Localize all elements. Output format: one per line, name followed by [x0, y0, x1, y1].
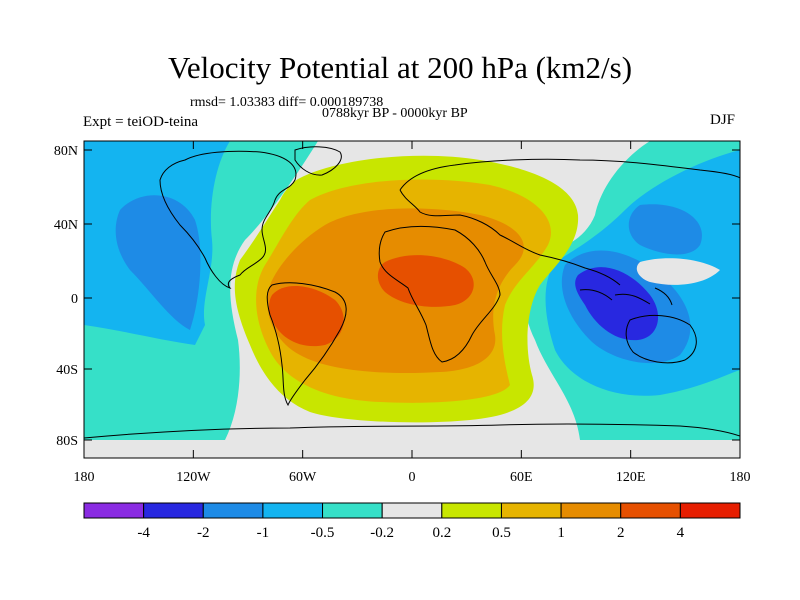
lat-tick-label: 0	[71, 292, 78, 307]
colorbar-swatch	[143, 502, 204, 519]
season-label: DJF	[710, 112, 736, 128]
coast-africa	[378, 225, 501, 363]
indopacific-negative-core	[575, 267, 659, 341]
colorbar-label: 0.5	[492, 525, 511, 541]
coast-australia	[625, 315, 697, 364]
north-pacific-neutral-patch	[636, 258, 720, 285]
colorbar-swatch	[262, 502, 324, 519]
period-line: 0788kyr BP - 0000kyr BP	[322, 106, 468, 121]
coast-north-america	[159, 150, 297, 289]
positive-core-west	[269, 285, 344, 347]
colorbar-swatch	[620, 502, 681, 519]
colorbar-swatch	[500, 502, 562, 519]
colorbar-label: -0.5	[311, 525, 335, 541]
colorbar-label: 0.2	[432, 525, 451, 541]
colorbar-label: -2	[197, 525, 210, 541]
colorbar-swatch	[560, 502, 622, 519]
colorbar-label: -4	[137, 525, 150, 541]
experiment-label: Expt = teiOD-teina	[83, 114, 199, 130]
pacific-negative-inner	[115, 195, 201, 330]
colorbar-swatch	[679, 502, 741, 519]
lat-axis: 80N 40N 0 40S 80S	[54, 144, 740, 449]
colorbar-swatch	[322, 502, 383, 519]
coast-maritime-continent	[579, 287, 673, 306]
colorbar-swatch	[381, 502, 443, 519]
lon-tick-label: 120E	[616, 470, 646, 485]
colorbar-label: 1	[557, 525, 565, 541]
lat-tick-label: 40N	[54, 218, 78, 233]
colorbar-label: -0.2	[370, 525, 394, 541]
lon-tick-label: 0	[409, 470, 416, 485]
colorbar-label: 4	[677, 525, 685, 541]
contour-field	[84, 141, 740, 458]
coast-europe-asia	[399, 158, 740, 286]
lat-tick-label: 80S	[56, 434, 78, 449]
stats-line: rmsd= 1.03383 diff= 0.000189738	[190, 95, 384, 110]
lon-tick-label: 180	[730, 470, 751, 485]
positive-core-east	[377, 255, 474, 307]
colorbar-swatch	[202, 502, 264, 519]
colorbar-swatch	[83, 502, 145, 519]
coast-greenland	[294, 146, 342, 176]
lon-tick-label: 60E	[510, 470, 533, 485]
chart-title: Velocity Potential at 200 hPa (km2/s)	[167, 50, 633, 85]
lat-tick-label: 40S	[56, 363, 78, 378]
colorbar-label: -1	[257, 525, 270, 541]
lon-tick-label: 120W	[176, 470, 211, 485]
lon-axis: 180 120W 60W 0 60E 120E 180	[74, 141, 751, 485]
colorbar-label: 2	[617, 525, 625, 541]
indopacific-negative-band	[628, 204, 702, 255]
lon-tick-label: 180	[74, 470, 95, 485]
coast-antarctica	[84, 423, 740, 439]
lat-tick-label: 80N	[54, 144, 78, 159]
coastlines	[84, 146, 740, 439]
colorbar-swatch	[441, 502, 502, 519]
coast-south-america	[266, 282, 347, 407]
lon-tick-label: 60W	[289, 470, 317, 485]
colorbar: -4 -2 -1 -0.5 -0.2 0.2 0.5 1 2 4	[83, 502, 741, 541]
